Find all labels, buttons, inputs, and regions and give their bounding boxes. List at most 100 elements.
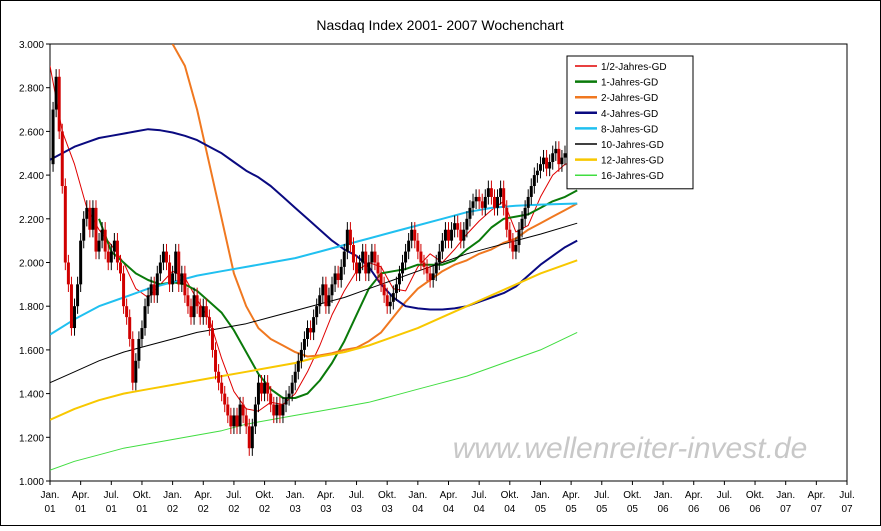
price-candle-body <box>542 157 546 165</box>
price-candle-body <box>431 273 435 280</box>
x-tick-label-year: 03 <box>382 504 394 515</box>
x-tick-label-month: Jul. <box>349 490 365 501</box>
price-candle-body <box>499 188 503 197</box>
price-candle-body <box>73 306 77 329</box>
x-tick-label-month: Jul. <box>594 490 610 501</box>
x-tick-label-month: Okt. <box>501 490 519 501</box>
price-candle-body <box>137 338 141 361</box>
price-candle-body <box>305 328 309 339</box>
price-candle-body <box>364 251 368 274</box>
price-candle-body <box>66 262 70 285</box>
price-candle-body <box>247 426 251 449</box>
price-candle-body <box>256 382 260 405</box>
price-candle-body <box>336 273 340 280</box>
x-tick-label-month: Jul. <box>104 490 120 501</box>
x-tick-label-month: Jan. <box>654 490 673 501</box>
price-candle-body <box>201 306 205 318</box>
price-candle-body <box>229 415 233 427</box>
x-tick-label-month: Apr. <box>807 490 825 501</box>
price-candle-body <box>143 306 147 329</box>
price-candle-body <box>453 223 457 230</box>
legend-label: 4-Jahres-GD <box>601 109 658 120</box>
x-tick-label-year: 07 <box>811 504 823 515</box>
x-tick-label-month: Apr. <box>685 490 703 501</box>
x-tick-label-year: 01 <box>75 504 87 515</box>
price-candle-body <box>404 251 408 263</box>
price-candle-body <box>373 251 377 263</box>
x-tick-label-year: 04 <box>474 504 486 515</box>
price-candle-body <box>272 404 276 416</box>
price-candle-body <box>198 306 202 318</box>
price-candle-body <box>189 306 193 318</box>
price-candle-body <box>526 196 530 208</box>
price-candle-body <box>532 175 536 187</box>
price-candle-body <box>131 338 135 383</box>
legend-label: 12-Jahres-GD <box>601 156 664 167</box>
x-tick-label-month: Jan. <box>408 490 427 501</box>
x-tick-label-year: 02 <box>198 504 210 515</box>
price-candle-body <box>266 382 270 394</box>
x-tick-label-year: 04 <box>443 504 455 515</box>
legend-label: 2-Jahres-GD <box>601 93 658 104</box>
price-candle-body <box>287 393 291 398</box>
price-candle-body <box>401 262 405 274</box>
price-candle-body <box>391 293 395 302</box>
price-candle-body <box>496 196 500 208</box>
price-candle-body <box>134 360 138 383</box>
price-candle-body <box>367 262 371 274</box>
x-tick-label-year: 02 <box>259 504 271 515</box>
x-tick-label-year: 03 <box>320 504 332 515</box>
price-candle-body <box>195 295 199 307</box>
price-candle-body <box>103 229 107 252</box>
price-candle-body <box>88 207 92 230</box>
x-tick-label-month: Jul. <box>226 490 242 501</box>
chart-title: Nasdaq Index 2001- 2007 Wochenchart <box>316 17 563 33</box>
price-candle-body <box>171 273 175 285</box>
y-tick-label: 2.600 <box>19 127 44 138</box>
price-candle-body <box>278 404 282 416</box>
price-candle-body <box>250 426 254 449</box>
x-tick-label-month: Apr. <box>72 490 90 501</box>
price-candle-body <box>315 306 319 318</box>
y-tick-label: 2.200 <box>19 215 44 226</box>
price-candle-body <box>281 404 285 416</box>
price-candle-body <box>489 188 493 197</box>
price-candle-body <box>269 393 273 405</box>
y-tick-label: 1.200 <box>19 433 44 444</box>
price-candle-body <box>290 382 294 394</box>
price-candle-body <box>69 284 73 329</box>
price-candle-body <box>560 157 564 165</box>
price-candle-body <box>416 240 420 252</box>
price-candle-body <box>333 273 337 285</box>
price-candle-body <box>284 397 288 405</box>
x-tick-label-year: 06 <box>658 504 670 515</box>
x-tick-label-month: Apr. <box>317 490 335 501</box>
price-candle-body <box>437 251 441 263</box>
price-candle-body <box>474 196 478 202</box>
price-candle-body <box>207 317 211 329</box>
price-candle-body <box>508 229 512 241</box>
legend-label: 10-Jahres-GD <box>601 140 664 151</box>
x-tick-label-month: Okt. <box>623 490 641 501</box>
legend-label: 16-Jahres-GD <box>601 171 664 182</box>
price-candle-body <box>407 240 411 252</box>
price-candle-body <box>115 240 119 263</box>
x-tick-label-year: 05 <box>596 504 608 515</box>
price-candle-body <box>152 284 156 296</box>
x-tick-label-year: 07 <box>841 504 853 515</box>
price-candle-body <box>551 153 555 162</box>
x-tick-label-month: Jan. <box>776 490 795 501</box>
x-tick-label-year: 02 <box>167 504 179 515</box>
x-tick-label-month: Okt. <box>133 490 151 501</box>
price-candle-body <box>511 240 515 252</box>
price-candle-body <box>112 240 116 252</box>
price-candle-body <box>192 295 196 318</box>
price-candle-body <box>480 201 484 208</box>
price-candle-body <box>238 404 242 427</box>
price-candle-body <box>220 382 224 394</box>
price-candle-body <box>379 273 383 285</box>
price-candle-body <box>465 218 469 230</box>
price-candle-body <box>94 207 98 252</box>
